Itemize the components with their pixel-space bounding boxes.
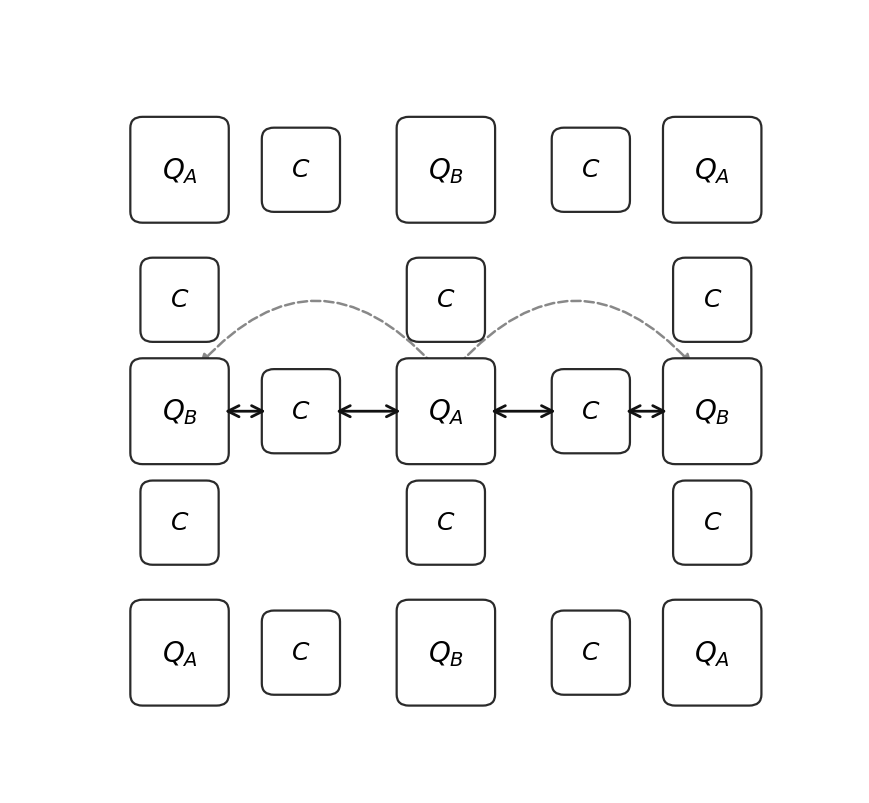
Text: $Q_A$: $Q_A$ xyxy=(693,638,729,668)
FancyBboxPatch shape xyxy=(407,259,484,342)
FancyBboxPatch shape xyxy=(262,128,340,213)
FancyBboxPatch shape xyxy=(262,369,340,454)
Text: $C$: $C$ xyxy=(169,512,189,535)
Text: $Q_A$: $Q_A$ xyxy=(162,638,197,668)
FancyBboxPatch shape xyxy=(130,118,229,223)
Text: $C$: $C$ xyxy=(291,159,310,182)
Text: $C$: $C$ xyxy=(580,642,600,664)
FancyBboxPatch shape xyxy=(396,600,494,706)
Text: $Q_A$: $Q_A$ xyxy=(693,156,729,185)
Text: $C$: $C$ xyxy=(169,289,189,312)
FancyBboxPatch shape xyxy=(140,481,218,565)
FancyBboxPatch shape xyxy=(407,481,484,565)
FancyBboxPatch shape xyxy=(551,611,629,695)
Text: $Q_B$: $Q_B$ xyxy=(428,638,463,668)
Text: $C$: $C$ xyxy=(701,512,721,535)
FancyBboxPatch shape xyxy=(396,359,494,465)
Text: $C$: $C$ xyxy=(291,642,310,664)
Text: $Q_A$: $Q_A$ xyxy=(428,397,463,426)
FancyBboxPatch shape xyxy=(662,600,760,706)
FancyBboxPatch shape xyxy=(673,481,751,565)
Text: $C$: $C$ xyxy=(580,400,600,423)
FancyBboxPatch shape xyxy=(262,611,340,695)
FancyBboxPatch shape xyxy=(673,259,751,342)
Text: $C$: $C$ xyxy=(435,289,455,312)
FancyBboxPatch shape xyxy=(140,259,218,342)
FancyBboxPatch shape xyxy=(130,600,229,706)
FancyBboxPatch shape xyxy=(551,128,629,213)
FancyBboxPatch shape xyxy=(130,359,229,465)
Text: $C$: $C$ xyxy=(291,400,310,423)
FancyBboxPatch shape xyxy=(551,369,629,454)
Text: $C$: $C$ xyxy=(580,159,600,182)
FancyBboxPatch shape xyxy=(396,118,494,223)
Text: $Q_B$: $Q_B$ xyxy=(693,397,729,426)
FancyBboxPatch shape xyxy=(662,118,760,223)
Text: $C$: $C$ xyxy=(435,512,455,535)
FancyBboxPatch shape xyxy=(662,359,760,465)
Text: $C$: $C$ xyxy=(701,289,721,312)
Text: $Q_B$: $Q_B$ xyxy=(428,156,463,185)
Text: $Q_B$: $Q_B$ xyxy=(162,397,197,426)
Text: $Q_A$: $Q_A$ xyxy=(162,156,197,185)
